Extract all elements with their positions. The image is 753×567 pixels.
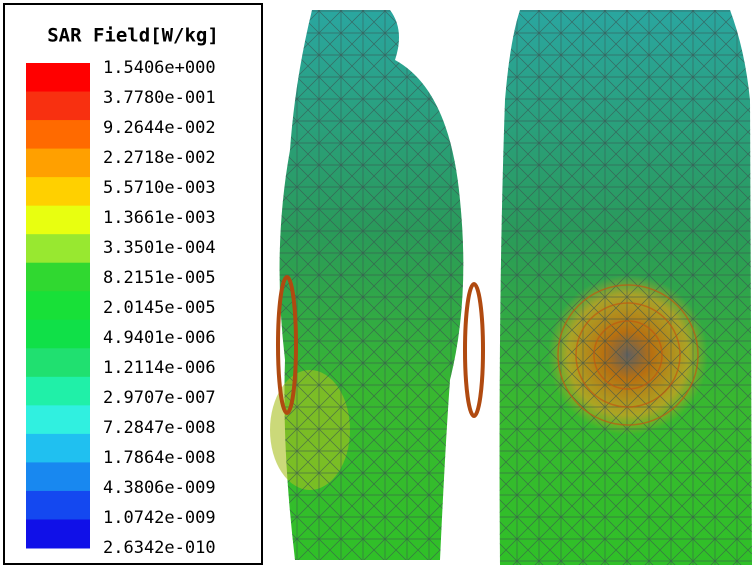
legend-label: 5.5710e-003 <box>103 178 216 198</box>
color-band <box>26 462 90 491</box>
legend-label: 3.3501e-004 <box>103 238 216 258</box>
legend-label: 2.2718e-002 <box>103 148 216 168</box>
color-band <box>26 120 90 149</box>
legend-label: 7.2847e-008 <box>103 418 216 438</box>
legend-label: 4.3806e-009 <box>103 478 216 498</box>
legend-label: 9.2644e-002 <box>103 118 216 138</box>
color-band <box>26 149 90 178</box>
legend-label: 8.2151e-005 <box>103 268 216 288</box>
color-band <box>26 405 90 434</box>
legend-label: 2.9707e-007 <box>103 388 216 408</box>
side-view <box>270 10 483 560</box>
color-band <box>26 177 90 206</box>
legend-label: 1.0742e-009 <box>103 508 216 528</box>
legend-label: 1.2114e-006 <box>103 358 216 378</box>
color-band <box>26 291 90 320</box>
color-band <box>26 377 90 406</box>
color-band <box>26 320 90 349</box>
legend-label: 1.3661e-003 <box>103 208 216 228</box>
color-band <box>26 491 90 520</box>
legend-label: 1.7864e-008 <box>103 448 216 468</box>
legend-label: 2.6342e-010 <box>103 538 216 558</box>
legend-label: 4.9401e-006 <box>103 328 216 348</box>
legend-label: 2.0145e-005 <box>103 298 216 318</box>
color-band <box>26 234 90 263</box>
screen: SAR Field[W/kg] 1.5406e+000 3.7780e-001 9.… <box>0 0 753 567</box>
legend-title: SAR Field[W/kg] <box>47 25 219 47</box>
color-band <box>26 206 90 235</box>
color-band <box>26 63 90 92</box>
legend-label: 3.7780e-001 <box>103 88 216 108</box>
color-band <box>26 434 90 463</box>
color-band <box>26 92 90 121</box>
front-view <box>500 10 752 565</box>
color-band <box>26 263 90 292</box>
color-band <box>26 348 90 377</box>
color-band <box>26 519 90 548</box>
legend-label: 1.5406e+000 <box>103 58 216 78</box>
legend: SAR Field[W/kg] 1.5406e+000 3.7780e-001 9.… <box>4 4 262 564</box>
